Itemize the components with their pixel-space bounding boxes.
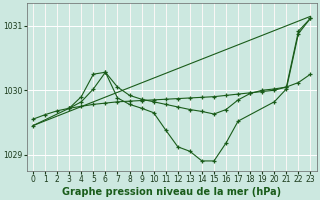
X-axis label: Graphe pression niveau de la mer (hPa): Graphe pression niveau de la mer (hPa) [62, 187, 281, 197]
